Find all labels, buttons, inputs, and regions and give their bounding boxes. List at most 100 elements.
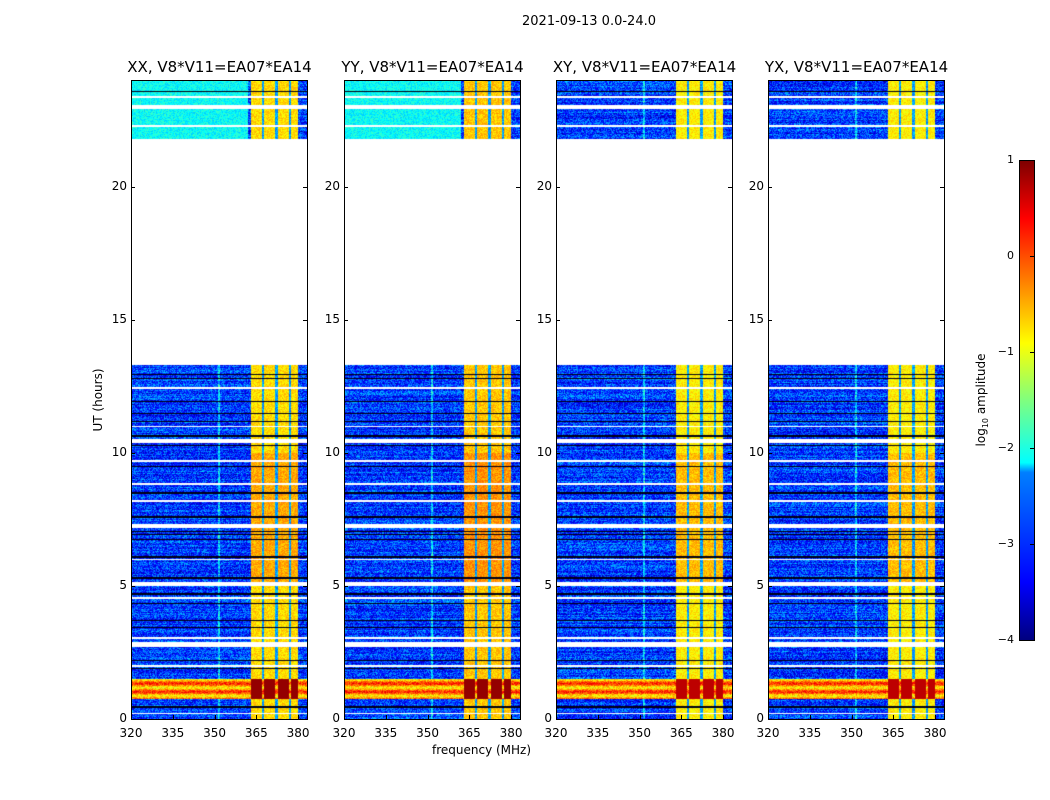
x-tick-label: 365 [669, 726, 693, 740]
colorbar-tick-label: −3 [997, 537, 1014, 550]
spectrogram-panel [344, 80, 521, 720]
x-tick-label: 380 [711, 726, 735, 740]
y-tick-mark [728, 452, 732, 454]
y-tick-mark [131, 585, 135, 587]
y-tick-label: 15 [536, 311, 552, 326]
colorbar-tick-mark [1030, 352, 1034, 353]
colorbar-tick-mark [1030, 544, 1034, 545]
y-tick-mark [303, 186, 307, 188]
spectrogram-image [132, 81, 307, 719]
x-tick-label: 320 [544, 726, 568, 740]
x-tick-mark [214, 715, 216, 719]
colorbar-tick-label: 0 [1007, 249, 1014, 262]
spectrogram-panel [556, 80, 733, 720]
colorbar-tick-mark [1030, 640, 1034, 641]
y-tick-mark [556, 319, 560, 321]
y-tick-mark [344, 719, 348, 720]
x-tick-label: 335 [374, 726, 398, 740]
panel-title: XY, V8*V11=EA07*EA14 [552, 58, 737, 76]
spectrogram-panel [768, 80, 945, 720]
y-tick-mark [768, 452, 772, 454]
y-tick-mark [728, 186, 732, 188]
y-axis-label: UT (hours) [91, 368, 105, 432]
y-tick-mark [344, 452, 348, 454]
y-tick-label: 20 [536, 178, 552, 193]
x-tick-label: 350 [203, 726, 226, 740]
y-tick-mark [516, 452, 520, 454]
x-tick-mark [511, 715, 513, 719]
y-tick-mark [728, 719, 732, 720]
y-tick-label: 0 [119, 711, 127, 725]
x-tick-mark [597, 715, 599, 719]
y-tick-mark [768, 186, 772, 188]
x-tick-mark [256, 715, 258, 719]
x-tick-mark [809, 715, 811, 719]
y-tick-label: 10 [748, 444, 764, 459]
x-tick-mark [172, 715, 174, 719]
colorbar-tick-label: −4 [997, 633, 1014, 646]
spectrogram-image [345, 81, 520, 719]
y-tick-mark [516, 186, 520, 188]
y-tick-mark [303, 319, 307, 321]
y-tick-mark [556, 719, 560, 720]
colorbar-tick-mark [1030, 256, 1034, 257]
x-tick-label: 320 [756, 726, 780, 740]
y-tick-label: 20 [748, 178, 764, 193]
y-tick-label: 15 [111, 311, 127, 326]
x-tick-mark [131, 715, 132, 719]
y-tick-label: 0 [544, 711, 552, 725]
y-tick-mark [303, 452, 307, 454]
spectrogram-panel [131, 80, 308, 720]
y-tick-label: 5 [119, 577, 127, 592]
y-tick-label: 0 [332, 711, 340, 725]
panel-title: YX, V8*V11=EA07*EA14 [764, 58, 949, 76]
y-tick-label: 20 [111, 178, 127, 193]
y-tick-mark [728, 585, 732, 587]
colorbar-tick-label: −2 [997, 441, 1014, 454]
x-tick-mark [681, 715, 683, 719]
spectrogram-image [557, 81, 732, 719]
colorbar-tick-label: 1 [1007, 153, 1014, 166]
y-tick-mark [556, 452, 560, 454]
x-tick-label: 350 [840, 726, 863, 740]
y-tick-label: 10 [111, 444, 127, 459]
y-tick-mark [131, 186, 135, 188]
x-tick-mark [893, 715, 895, 719]
x-tick-label: 365 [881, 726, 905, 740]
panel-title: XX, V8*V11=EA07*EA14 [127, 58, 312, 76]
x-tick-mark [768, 715, 769, 719]
y-tick-mark [344, 585, 348, 587]
y-tick-mark [344, 319, 348, 321]
x-tick-mark [385, 715, 387, 719]
colorbar-tick-mark [1030, 448, 1034, 449]
y-tick-mark [516, 719, 520, 720]
y-tick-mark [303, 585, 307, 587]
x-tick-label: 335 [161, 726, 185, 740]
y-tick-label: 15 [748, 311, 764, 326]
x-tick-label: 365 [244, 726, 268, 740]
y-tick-mark [516, 319, 520, 321]
y-tick-mark [131, 452, 135, 454]
panel-title: YY, V8*V11=EA07*EA14 [341, 58, 524, 76]
x-tick-label: 350 [416, 726, 439, 740]
y-tick-label: 10 [324, 444, 340, 459]
y-tick-label: 20 [324, 178, 340, 193]
colorbar-tick-mark [1030, 160, 1034, 161]
x-tick-label: 380 [499, 726, 523, 740]
y-tick-label: 5 [756, 577, 764, 592]
y-tick-label: 10 [536, 444, 552, 459]
x-axis-label: frequency (MHz) [432, 743, 532, 757]
y-tick-label: 15 [324, 311, 340, 326]
x-tick-mark [851, 715, 853, 719]
x-tick-mark [427, 715, 429, 719]
y-tick-mark [940, 585, 944, 587]
x-tick-label: 335 [586, 726, 610, 740]
y-tick-label: 5 [332, 577, 340, 592]
x-tick-label: 320 [332, 726, 356, 740]
y-tick-mark [131, 719, 135, 720]
y-tick-mark [344, 186, 348, 188]
y-tick-mark [768, 585, 772, 587]
colorbar-label: log10 amplitude [973, 353, 991, 447]
x-tick-label: 350 [628, 726, 651, 740]
x-tick-mark [723, 715, 725, 719]
